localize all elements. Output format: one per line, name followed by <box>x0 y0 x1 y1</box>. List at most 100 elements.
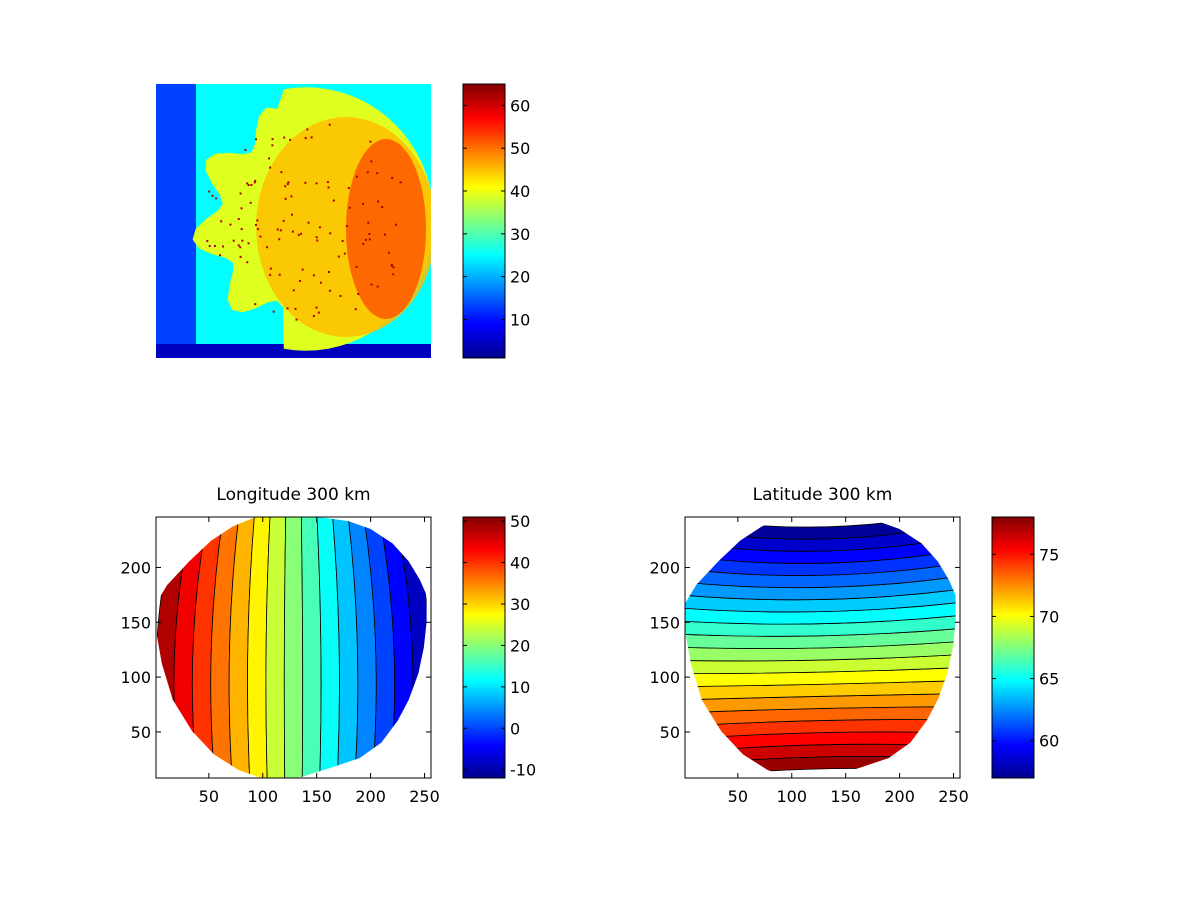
image-speckle <box>319 281 322 284</box>
image-speckle <box>294 307 297 310</box>
image-speckle <box>383 233 386 236</box>
image-speckle <box>232 239 235 242</box>
image-speckle <box>327 271 330 274</box>
image-speckle <box>367 221 370 224</box>
image-speckle <box>249 201 252 204</box>
latitude-x-tick-label: 50 <box>728 787 748 806</box>
image-speckle <box>244 148 247 151</box>
image-speckle <box>328 123 331 126</box>
longitude-y-tick-label: 100 <box>120 668 151 687</box>
image-colorbar-tick-label: 30 <box>510 225 530 244</box>
latitude-bands <box>685 517 956 778</box>
image-speckle <box>287 181 290 184</box>
image-speckle <box>304 137 307 140</box>
image-speckle <box>357 293 360 296</box>
longitude-colorbar-frame <box>462 516 506 779</box>
longitude-contour-band <box>265 517 287 778</box>
latitude-y-tick-label: 50 <box>660 723 680 742</box>
image-speckle <box>269 166 272 169</box>
image-speckle <box>339 294 342 297</box>
image-speckle <box>312 315 315 318</box>
image-speckle <box>278 273 281 276</box>
longitude-x-tick-label: 200 <box>355 787 386 806</box>
longitude-contour-band <box>283 517 304 778</box>
image-speckle <box>326 181 329 184</box>
latitude-x-tick-label: 250 <box>938 787 969 806</box>
longitude-contour-fill <box>156 517 427 778</box>
image-speckle <box>370 160 373 163</box>
latitude-colorbar-tick-label: 60 <box>1039 732 1059 751</box>
image-speckle <box>279 229 282 232</box>
image-speckle <box>391 176 394 179</box>
image-speckle <box>269 267 272 270</box>
image-speckle <box>299 279 302 282</box>
latitude-x-tick-label: 150 <box>830 787 861 806</box>
image-heatmap-panel: 10 20 30 40 50 60 <box>156 83 530 359</box>
latitude-x-tick-label: 200 <box>884 787 915 806</box>
latitude-contour-band <box>685 755 956 778</box>
image-speckle <box>366 171 369 174</box>
latitude-contour-band <box>685 517 956 540</box>
image-speckle <box>292 289 295 292</box>
latitude-x-tick-label: 100 <box>776 787 807 806</box>
latitude-map-panel: 50 100 150 200 250 50 100 150 200 Latitude 300 km… <box>649 485 1059 806</box>
image-speckle <box>272 310 275 313</box>
longitude-contour-band <box>300 517 322 778</box>
longitude-x-tick-label: 50 <box>199 787 219 806</box>
image-speckle <box>307 221 310 224</box>
longitude-x-tick-label: 100 <box>247 787 278 806</box>
longitude-y-tick-label: 150 <box>120 613 151 632</box>
longitude-colorbar-gradient <box>463 517 505 778</box>
image-speckle <box>315 236 318 239</box>
longitude-colorbar-tick-label: 0 <box>510 719 520 738</box>
image-colorbar-gradient <box>463 84 505 358</box>
image-speckle <box>316 239 319 242</box>
image-speckle <box>239 255 242 258</box>
image-speckle <box>271 138 274 141</box>
image-speckle <box>392 266 395 269</box>
image-speckle <box>376 285 379 288</box>
image-speckle <box>259 235 262 238</box>
image-colorbar-tick-label: 20 <box>510 268 530 287</box>
image-speckle <box>208 245 211 248</box>
image-speckle <box>283 136 286 139</box>
image-speckle <box>369 140 372 143</box>
image-speckle <box>368 238 371 241</box>
image-speckle <box>312 274 315 277</box>
image-speckle <box>286 307 289 310</box>
longitude-bands <box>156 517 427 778</box>
image-speckle <box>254 303 257 306</box>
image-speckle <box>222 245 225 248</box>
image-speckle <box>246 182 249 185</box>
longitude-colorbar-tick-label: -10 <box>510 761 536 780</box>
image-speckle <box>328 289 331 292</box>
image-speckle <box>284 185 287 188</box>
image-speckle <box>254 179 257 182</box>
image-speckle <box>362 242 365 245</box>
image-speckle <box>290 195 293 198</box>
latitude-contour-fill <box>685 517 956 778</box>
image-speckle <box>266 246 269 249</box>
image-speckle <box>240 228 243 231</box>
image-speckle <box>254 223 257 226</box>
latitude-axes-frame <box>684 516 961 779</box>
image-heatmap-cells <box>156 84 431 358</box>
image-speckle <box>239 246 242 249</box>
longitude-y-tick-label: 50 <box>131 723 151 742</box>
image-speckle <box>318 226 321 229</box>
image-colorbar-tick-label: 10 <box>510 310 530 329</box>
image-speckle <box>211 194 214 197</box>
image-speckle <box>257 228 260 231</box>
image-speckle <box>247 184 250 187</box>
image-speckle <box>291 213 294 216</box>
image-speckle <box>355 265 358 268</box>
longitude-title: Longitude 300 km <box>216 485 370 505</box>
longitude-colorbar-tick-label: 40 <box>510 554 530 573</box>
image-speckle <box>229 223 232 226</box>
image-speckle <box>246 261 249 264</box>
longitude-colorbar-tick-label: 50 <box>510 512 530 531</box>
image-speckle <box>376 172 379 175</box>
image-speckle <box>315 306 318 309</box>
